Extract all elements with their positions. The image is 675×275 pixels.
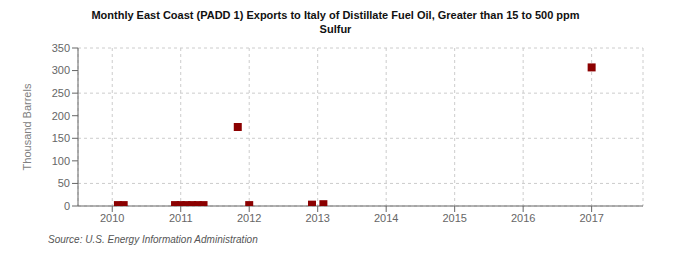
svg-text:50: 50	[58, 177, 70, 189]
svg-text:2016: 2016	[511, 212, 535, 224]
svg-text:2010: 2010	[100, 212, 124, 224]
svg-text:2011: 2011	[169, 212, 193, 224]
svg-text:150: 150	[52, 132, 70, 144]
svg-text:350: 350	[52, 42, 70, 54]
svg-text:200: 200	[52, 110, 70, 122]
svg-text:300: 300	[52, 64, 70, 76]
svg-text:2013: 2013	[305, 212, 329, 224]
svg-text:100: 100	[52, 155, 70, 167]
html-text:Monthly East Coast (PADD 1) Ex: Monthly East Coast (PADD 1) Exports to I…	[91, 9, 580, 21]
svg-text:0: 0	[64, 200, 70, 212]
html-text:Source: U.S. Energy Informatio: Source: U.S. Energy Information Administ…	[48, 234, 258, 245]
svg-text:2017: 2017	[579, 212, 603, 224]
html-text:Sulfur: Sulfur	[319, 23, 352, 35]
svg-text:2015: 2015	[442, 212, 466, 224]
svg-text:2012: 2012	[237, 212, 261, 224]
svg-text:Thousand Barrels: Thousand Barrels	[21, 83, 33, 170]
svg-text:2014: 2014	[374, 212, 398, 224]
svg-text:250: 250	[52, 87, 70, 99]
